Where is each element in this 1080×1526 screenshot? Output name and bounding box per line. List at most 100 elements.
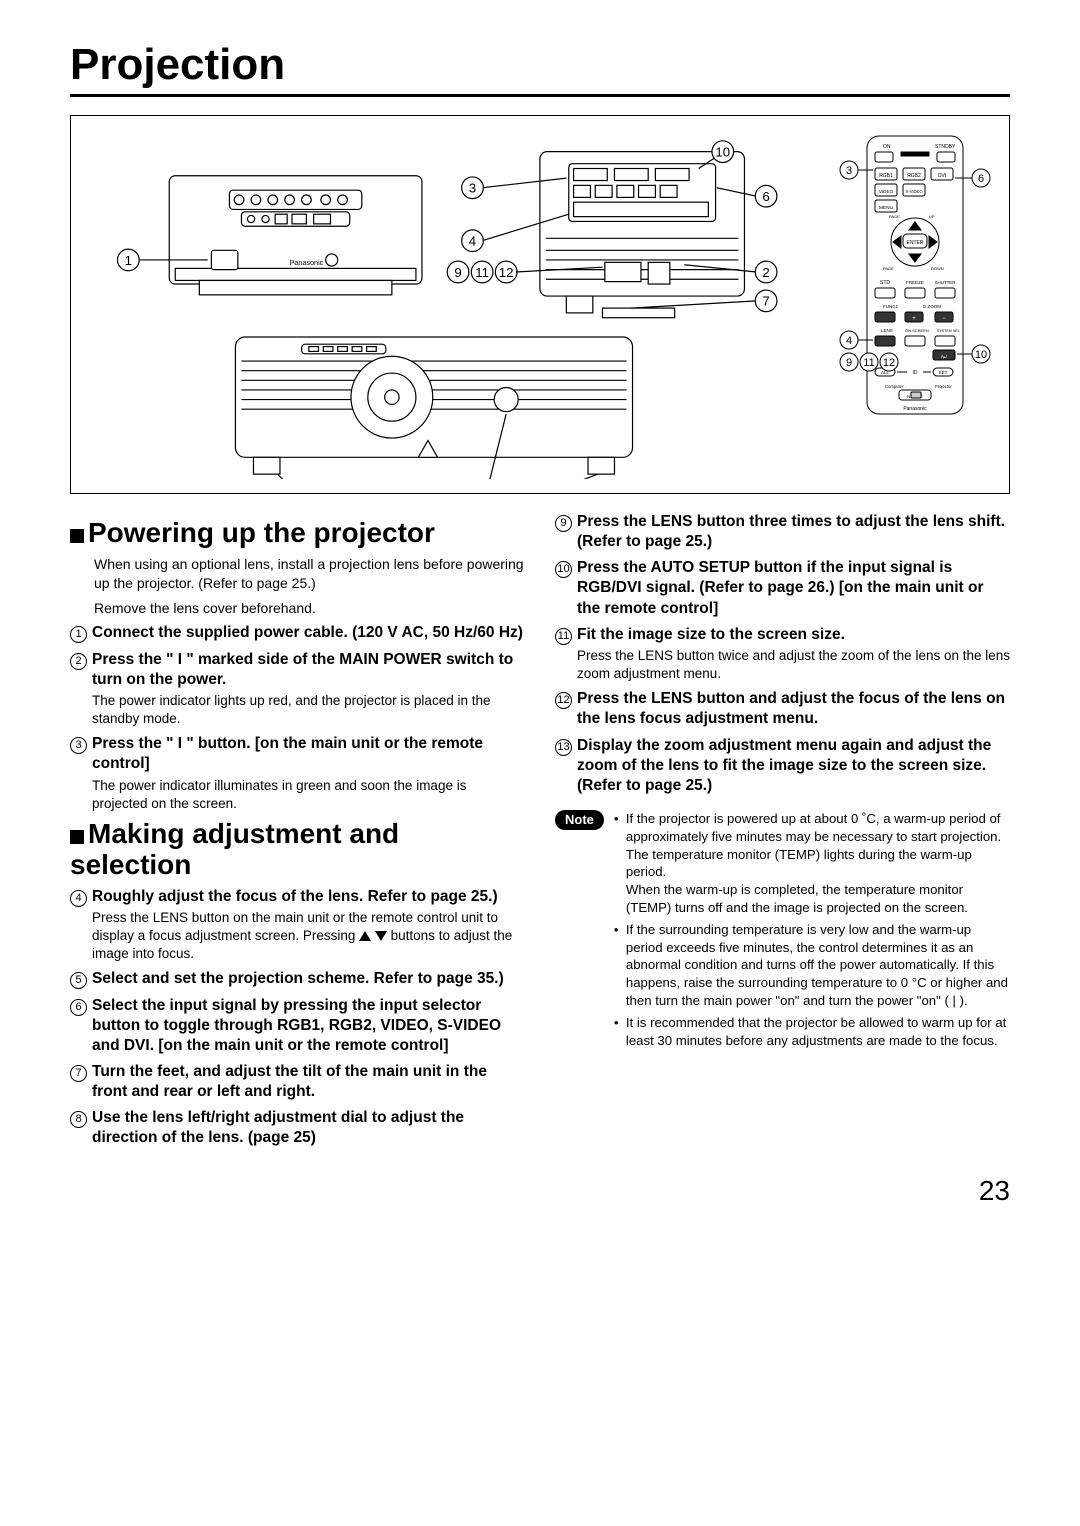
step-10: 10Press the AUTO SETUP button if the inp… <box>555 558 1010 618</box>
section-powering-up: Powering up the projector <box>70 518 525 549</box>
circled-number-icon: 3 <box>70 737 87 754</box>
circled-number-icon: 4 <box>70 890 87 907</box>
right-column: 9Press the LENS button three times to ad… <box>555 512 1010 1155</box>
circled-number-icon: 9 <box>555 515 572 532</box>
svg-text:Panasonic: Panasonic <box>903 406 927 412</box>
svg-text:RGB2: RGB2 <box>907 173 921 179</box>
step-4: 4Roughly adjust the focus of the lens. R… <box>70 887 525 964</box>
bullet-dot-icon: • <box>614 810 626 917</box>
bullet-icon <box>70 830 84 844</box>
step-8: 8Use the lens left/right adjustment dial… <box>70 1108 525 1148</box>
svg-text:11: 11 <box>475 265 489 280</box>
note-item: •If the projector is powered up at about… <box>614 810 1010 917</box>
svg-text:Panasonic: Panasonic <box>290 258 324 267</box>
step-heading: 3Press the " I " button. [on the main un… <box>70 734 525 774</box>
svg-text:STD: STD <box>880 280 890 286</box>
svg-text:SYSTEM SEL: SYSTEM SEL <box>937 329 960 333</box>
svg-text:12: 12 <box>499 265 514 280</box>
step-heading: 11Fit the image size to the screen size. <box>555 625 1010 645</box>
step-12: 12Press the LENS button and adjust the f… <box>555 689 1010 729</box>
svg-text:MENU: MENU <box>879 205 894 211</box>
step-heading: 1Connect the supplied power cable. (120 … <box>70 623 525 643</box>
step-9: 9Press the LENS button three times to ad… <box>555 512 1010 552</box>
note-item: •It is recommended that the projector be… <box>614 1014 1010 1050</box>
remote-diagram-svg: ON STNDBY POWER RGB1 RGB2 DVI VIDEO S-VI… <box>835 130 995 420</box>
circled-number-icon: 13 <box>555 739 572 756</box>
step-11: 11Fit the image size to the screen size.… <box>555 625 1010 684</box>
svg-text:6: 6 <box>762 189 769 204</box>
svg-text:11: 11 <box>863 357 874 369</box>
svg-text:4: 4 <box>846 335 852 347</box>
circled-number-icon: 6 <box>70 999 87 1016</box>
step-heading: 2Press the " I " marked side of the MAIN… <box>70 650 525 690</box>
step-heading: 7Turn the feet, and adjust the tilt of t… <box>70 1062 525 1102</box>
note-item: •If the surrounding temperature is very … <box>614 921 1010 1010</box>
bullet-dot-icon: • <box>614 1014 626 1050</box>
step-body: The power indicator lights up red, and t… <box>92 692 525 728</box>
step-heading: 5Select and set the projection scheme. R… <box>70 969 525 989</box>
svg-text:S-VIDEO: S-VIDEO <box>905 189 923 194</box>
svg-text:STNDBY: STNDBY <box>935 144 956 150</box>
svg-text:Computer: Computer <box>885 384 904 389</box>
circled-number-icon: 2 <box>70 653 87 670</box>
note-badge: Note <box>555 810 604 830</box>
svg-text:ENTER: ENTER <box>907 240 924 246</box>
svg-text:10: 10 <box>975 349 987 361</box>
step-6: 6Select the input signal by pressing the… <box>70 996 525 1056</box>
svg-text:1: 1 <box>125 253 132 268</box>
svg-text:VIDEO: VIDEO <box>879 189 894 194</box>
svg-text:A⤾: A⤾ <box>941 354 948 359</box>
step-heading: 13Display the zoom adjustment menu again… <box>555 736 1010 796</box>
svg-text:D.ZOOM: D.ZOOM <box>923 304 941 309</box>
step-heading: 8Use the lens left/right adjustment dial… <box>70 1108 525 1148</box>
diagram-frame: Panasonic 1 <box>70 115 1010 494</box>
svg-text:6: 6 <box>978 173 984 185</box>
svg-text:12: 12 <box>883 357 895 369</box>
step-7: 7Turn the feet, and adjust the tilt of t… <box>70 1062 525 1102</box>
note-list: •If the projector is powered up at about… <box>614 810 1010 1054</box>
step-body: Press the LENS button on the main unit o… <box>92 909 525 964</box>
svg-text:Projector: Projector <box>935 384 952 389</box>
circled-number-icon: 12 <box>555 692 572 709</box>
projector-diagram-svg: Panasonic 1 <box>85 130 795 479</box>
svg-text:PAGE: PAGE <box>889 214 900 219</box>
content-columns: Powering up the projector When using an … <box>70 512 1010 1155</box>
svg-text:9: 9 <box>454 265 461 280</box>
circled-number-icon: 7 <box>70 1065 87 1082</box>
svg-text:FREEZE: FREEZE <box>906 280 924 285</box>
svg-text:10: 10 <box>715 144 730 159</box>
svg-text:3: 3 <box>846 165 852 177</box>
section-making-adjustment: Making adjustment and selection <box>70 819 525 881</box>
step-heading: 6Select the input signal by pressing the… <box>70 996 525 1056</box>
step-heading: 10Press the AUTO SETUP button if the inp… <box>555 558 1010 618</box>
circled-number-icon: 11 <box>555 628 572 645</box>
diagram-remote: ON STNDBY POWER RGB1 RGB2 DVI VIDEO S-VI… <box>835 130 995 479</box>
svg-text:ON: ON <box>883 144 891 150</box>
page-title: Projection <box>70 40 1010 97</box>
step-1: 1Connect the supplied power cable. (120 … <box>70 623 525 643</box>
note-block: Note •If the projector is powered up at … <box>555 810 1010 1054</box>
svg-text:−: − <box>942 316 946 322</box>
svg-text:3: 3 <box>469 181 476 196</box>
step-body: The power indicator illuminates in green… <box>92 777 525 813</box>
bullet-icon <box>70 529 84 543</box>
svg-text:9: 9 <box>846 357 852 369</box>
circled-number-icon: 5 <box>70 972 87 989</box>
circled-number-icon: 8 <box>70 1111 87 1128</box>
step-heading: 9Press the LENS button three times to ad… <box>555 512 1010 552</box>
svg-text:DVI: DVI <box>938 173 946 179</box>
svg-text:4: 4 <box>469 234 476 249</box>
triangle-down-icon <box>375 931 387 941</box>
svg-text:RGB1: RGB1 <box>879 173 893 179</box>
svg-text:2: 2 <box>762 265 769 280</box>
svg-text:UP: UP <box>929 214 935 219</box>
step-3: 3Press the " I " button. [on the main un… <box>70 734 525 813</box>
bullet-dot-icon: • <box>614 921 626 1010</box>
left-column: Powering up the projector When using an … <box>70 512 525 1155</box>
intro-text: When using an optional lens, install a p… <box>94 555 525 593</box>
svg-text:SET: SET <box>939 370 948 375</box>
step-body: Press the LENS button twice and adjust t… <box>577 647 1010 683</box>
step-13: 13Display the zoom adjustment menu again… <box>555 736 1010 796</box>
triangle-up-icon <box>359 931 371 941</box>
circled-number-icon: 10 <box>555 561 572 578</box>
